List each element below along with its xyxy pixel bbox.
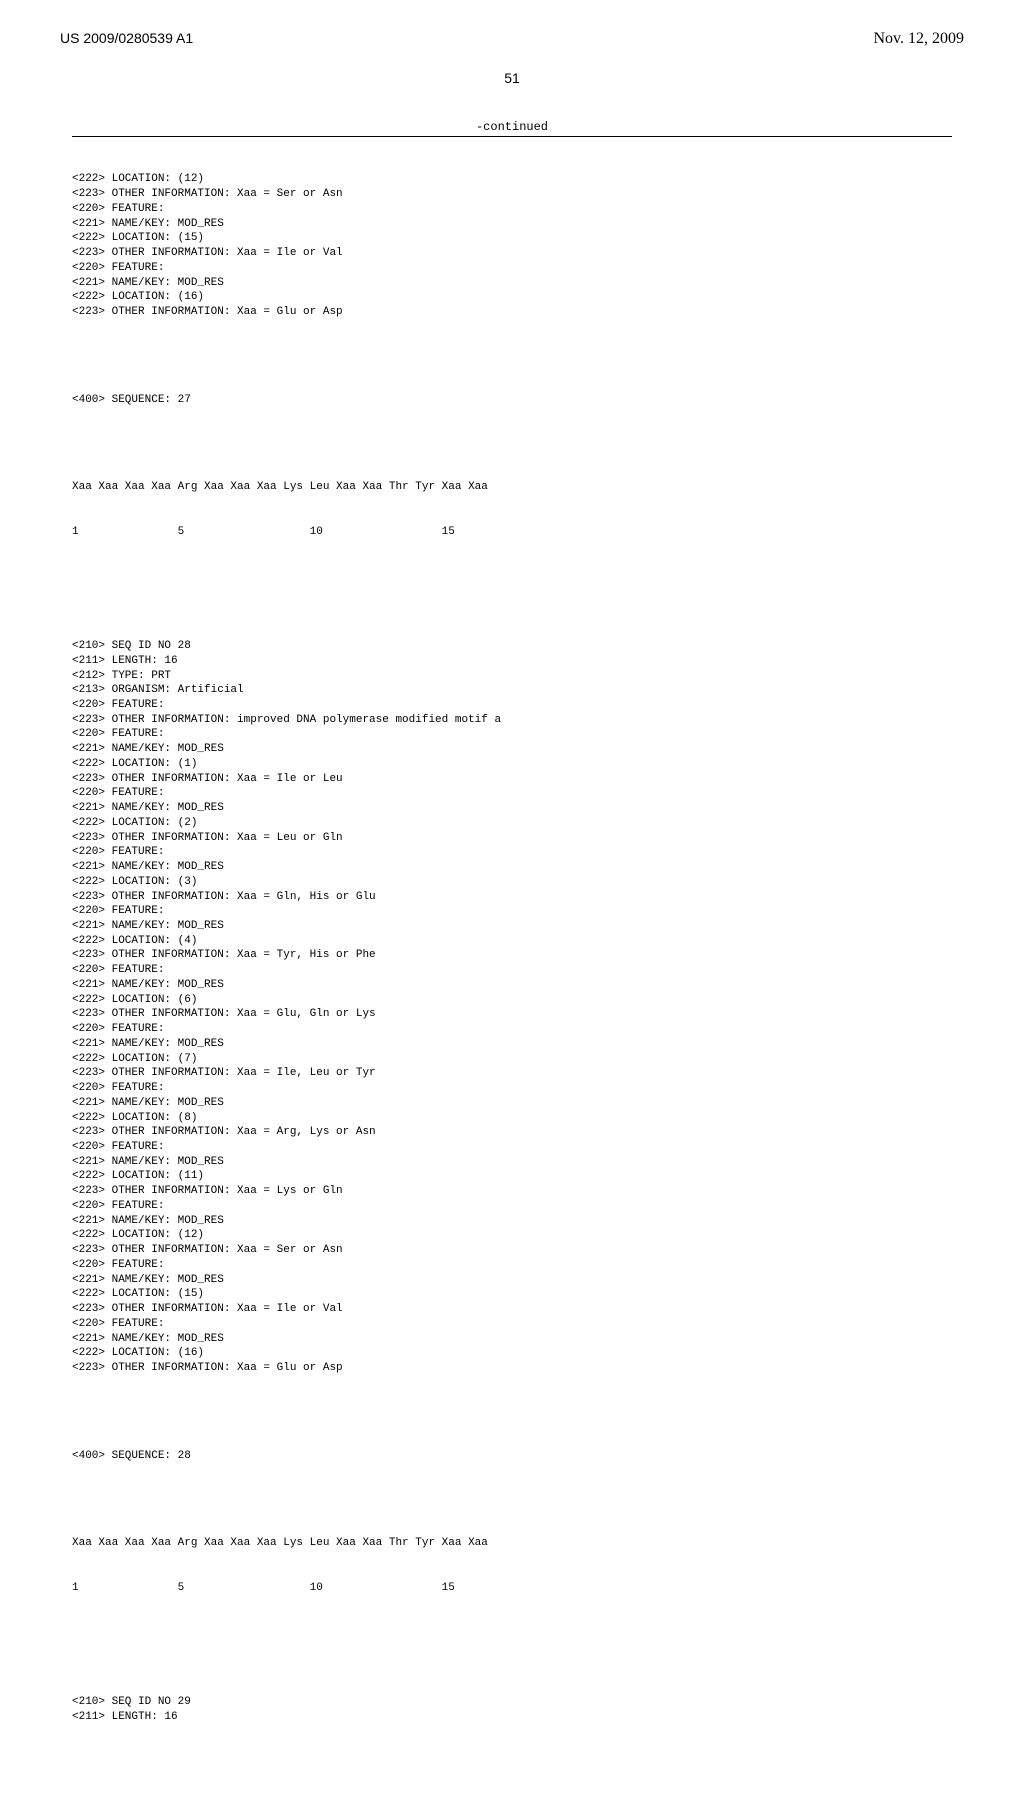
seq28-feature-line: <220> FEATURE: — [72, 904, 952, 919]
seq28-feature-line: <220> FEATURE: — [72, 1199, 952, 1214]
seq28-feature-line: <221> NAME/KEY: MOD_RES — [72, 1155, 952, 1170]
seq29-header-lines: <210> SEQ ID NO 29<211> LENGTH: 16 — [72, 1695, 952, 1724]
seq28-feature-line: <223> OTHER INFORMATION: Xaa = Gln, His … — [72, 890, 952, 905]
seq28-feature-line: <223> OTHER INFORMATION: Xaa = Ile or Le… — [72, 772, 952, 787]
seq28-feature-line: <221> NAME/KEY: MOD_RES — [72, 1214, 952, 1229]
seq28-feature-line: <221> NAME/KEY: MOD_RES — [72, 1096, 952, 1111]
seq28-feature-line: <221> NAME/KEY: MOD_RES — [72, 978, 952, 993]
seq28-feature-line: <220> FEATURE: — [72, 1022, 952, 1037]
seq28-feature-line: <223> OTHER INFORMATION: Xaa = Tyr, His … — [72, 948, 952, 963]
page-number: 51 — [60, 70, 964, 86]
publication-date: Nov. 12, 2009 — [873, 30, 964, 48]
seq28-residues: Xaa Xaa Xaa Xaa Arg Xaa Xaa Xaa Lys Leu … — [72, 1536, 952, 1551]
blank-spacer — [72, 1405, 952, 1419]
blank-spacer — [72, 569, 952, 595]
seq27-feature-line: <220> FEATURE: — [72, 261, 952, 276]
seq28-feature-line: <221> NAME/KEY: MOD_RES — [72, 1037, 952, 1052]
seq28-feature-line: <223> OTHER INFORMATION: Xaa = Arg, Lys … — [72, 1125, 952, 1140]
sequence-listing-block: -continued <222> LOCATION: (12)<223> OTH… — [72, 120, 952, 1754]
seq28-feature-line: <223> OTHER INFORMATION: Xaa = Ser or As… — [72, 1243, 952, 1258]
seq28-feature-line: <220> FEATURE: — [72, 698, 952, 713]
seq28-feature-line: <221> NAME/KEY: MOD_RES — [72, 919, 952, 934]
seq27-feature-line: <222> LOCATION: (12) — [72, 172, 952, 187]
seq28-feature-line: <223> OTHER INFORMATION: Xaa = Ile, Leu … — [72, 1066, 952, 1081]
blank-spacer — [72, 349, 952, 363]
seq29-header-line: <211> LENGTH: 16 — [72, 1710, 952, 1725]
seq28-sequence-header: <400> SEQUENCE: 28 — [72, 1449, 952, 1464]
seq28-feature-line: <211> LENGTH: 16 — [72, 654, 952, 669]
sequence-listing-body: <222> LOCATION: (12)<223> OTHER INFORMAT… — [72, 143, 952, 1754]
seq28-feature-line: <221> NAME/KEY: MOD_RES — [72, 801, 952, 816]
seq27-sequence-header: <400> SEQUENCE: 27 — [72, 393, 952, 408]
seq28-feature-line: <222> LOCATION: (3) — [72, 875, 952, 890]
seq27-feature-line: <221> NAME/KEY: MOD_RES — [72, 217, 952, 232]
seq28-feature-line: <220> FEATURE: — [72, 845, 952, 860]
seq28-feature-line: <221> NAME/KEY: MOD_RES — [72, 1273, 952, 1288]
blank-spacer — [72, 1625, 952, 1651]
blank-spacer — [72, 1493, 952, 1507]
seq28-feature-line: <222> LOCATION: (2) — [72, 816, 952, 831]
seq28-feature-line: <221> NAME/KEY: MOD_RES — [72, 1332, 952, 1347]
seq28-feature-line: <212> TYPE: PRT — [72, 669, 952, 684]
seq28-feature-line: <220> FEATURE: — [72, 1317, 952, 1332]
seq28-feature-line: <222> LOCATION: (8) — [72, 1111, 952, 1126]
seq27-residues: Xaa Xaa Xaa Xaa Arg Xaa Xaa Xaa Lys Leu … — [72, 480, 952, 495]
seq28-feature-line: <210> SEQ ID NO 28 — [72, 639, 952, 654]
seq28-feature-line: <223> OTHER INFORMATION: improved DNA po… — [72, 713, 952, 728]
seq27-position-numbers: 1 5 10 15 — [72, 525, 952, 540]
seq28-feature-line: <222> LOCATION: (1) — [72, 757, 952, 772]
seq28-feature-line: <222> LOCATION: (7) — [72, 1052, 952, 1067]
seq28-feature-line: <223> OTHER INFORMATION: Xaa = Glu or As… — [72, 1361, 952, 1376]
seq27-feature-line: <222> LOCATION: (16) — [72, 290, 952, 305]
seq27-feature-lines: <222> LOCATION: (12)<223> OTHER INFORMAT… — [72, 172, 952, 319]
seq28-feature-line: <220> FEATURE: — [72, 963, 952, 978]
seq28-feature-line: <222> LOCATION: (11) — [72, 1169, 952, 1184]
seq28-feature-line: <220> FEATURE: — [72, 1081, 952, 1096]
seq28-feature-line: <222> LOCATION: (15) — [72, 1287, 952, 1302]
seq28-feature-line: <223> OTHER INFORMATION: Xaa = Leu or Gl… — [72, 831, 952, 846]
seq29-header-line: <210> SEQ ID NO 29 — [72, 1695, 952, 1710]
seq28-feature-line: <222> LOCATION: (12) — [72, 1228, 952, 1243]
seq28-feature-line: <223> OTHER INFORMATION: Xaa = Ile or Va… — [72, 1302, 952, 1317]
page-header: US 2009/0280539 A1 Nov. 12, 2009 — [60, 30, 964, 48]
seq28-feature-line: <220> FEATURE: — [72, 1140, 952, 1155]
seq28-feature-line: <220> FEATURE: — [72, 786, 952, 801]
seq28-feature-line: <220> FEATURE: — [72, 1258, 952, 1273]
seq27-feature-line: <223> OTHER INFORMATION: Xaa = Ile or Va… — [72, 246, 952, 261]
seq28-feature-line: <222> LOCATION: (4) — [72, 934, 952, 949]
continued-label: -continued — [72, 120, 952, 134]
seq28-feature-line: <213> ORGANISM: Artificial — [72, 683, 952, 698]
seq28-feature-line: <221> NAME/KEY: MOD_RES — [72, 860, 952, 875]
publication-number: US 2009/0280539 A1 — [60, 30, 193, 46]
seq27-feature-line: <223> OTHER INFORMATION: Xaa = Ser or As… — [72, 187, 952, 202]
seq28-position-numbers: 1 5 10 15 — [72, 1581, 952, 1596]
seq28-feature-line: <223> OTHER INFORMATION: Xaa = Lys or Gl… — [72, 1184, 952, 1199]
seq28-feature-line: <222> LOCATION: (6) — [72, 993, 952, 1008]
seq27-feature-line: <223> OTHER INFORMATION: Xaa = Glu or As… — [72, 305, 952, 320]
horizontal-rule-top — [72, 136, 952, 137]
blank-spacer — [72, 437, 952, 451]
seq27-feature-line: <222> LOCATION: (15) — [72, 231, 952, 246]
seq28-feature-line: <221> NAME/KEY: MOD_RES — [72, 742, 952, 757]
seq28-feature-lines: <210> SEQ ID NO 28<211> LENGTH: 16<212> … — [72, 639, 952, 1376]
seq27-feature-line: <220> FEATURE: — [72, 202, 952, 217]
seq27-feature-line: <221> NAME/KEY: MOD_RES — [72, 276, 952, 291]
seq28-feature-line: <222> LOCATION: (16) — [72, 1346, 952, 1361]
seq28-feature-line: <220> FEATURE: — [72, 727, 952, 742]
seq28-feature-line: <223> OTHER INFORMATION: Xaa = Glu, Gln … — [72, 1007, 952, 1022]
